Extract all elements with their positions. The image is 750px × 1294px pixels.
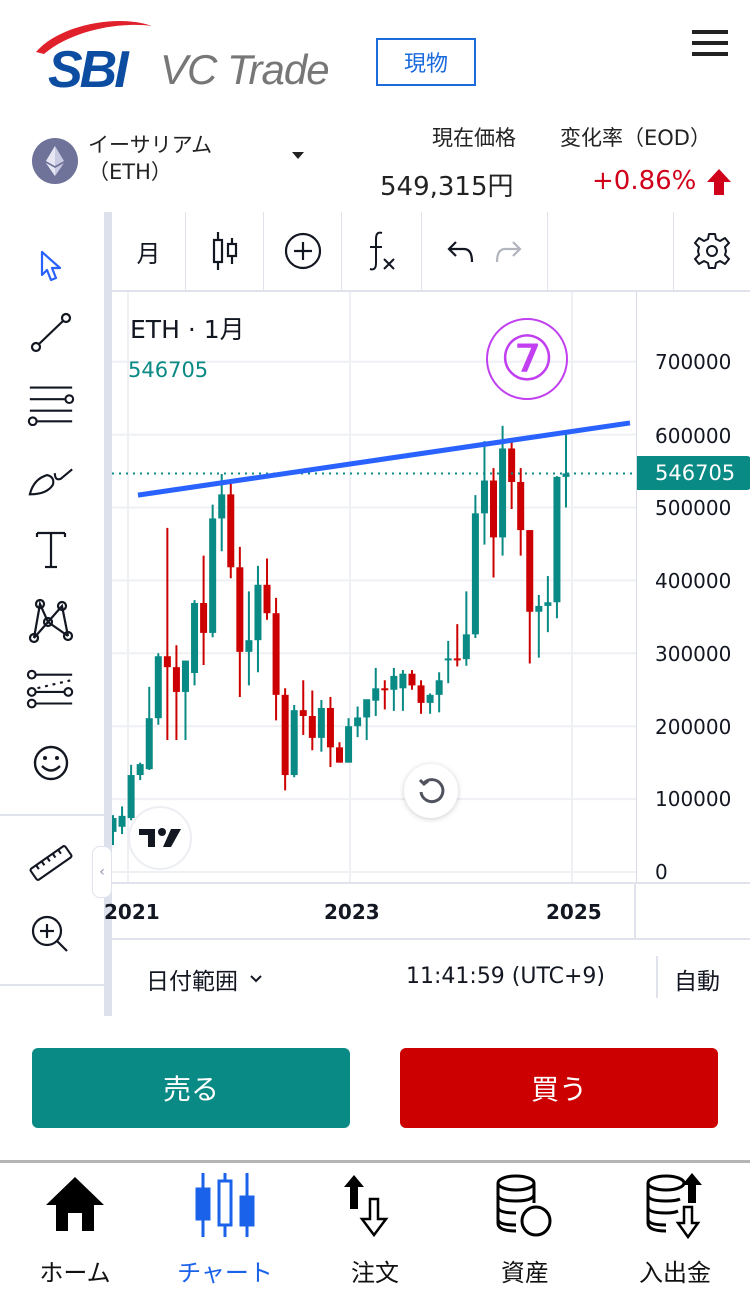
change-rate-label: 変化率（EOD） (560, 126, 711, 150)
deposit-withdraw-icon (646, 1173, 702, 1239)
prediction-icon[interactable] (26, 666, 76, 716)
toolbar-spacer (548, 212, 674, 290)
hamburger-icon[interactable] (692, 30, 728, 56)
app-header: SBI VC Trade 現物 (0, 0, 750, 110)
annotation-circled-seven: ⑦ (486, 318, 568, 400)
assets-icon (496, 1174, 552, 1237)
tradingview-icon (139, 828, 181, 847)
trend-line-icon[interactable] (26, 308, 76, 358)
coin-name: イーサリアム (88, 133, 213, 157)
settings-button[interactable] (674, 212, 750, 290)
logo-vc-text: VC Trade (160, 46, 330, 93)
order-icon (344, 1175, 389, 1238)
emoji-icon[interactable] (26, 738, 76, 788)
y-tick: 400000 (655, 569, 732, 593)
y-tick: 100000 (655, 787, 732, 811)
chart-legend-value: 546705 (128, 358, 209, 382)
nav-home-label: ホーム (39, 1259, 111, 1287)
y-tick: 0 (655, 860, 668, 884)
reset-icon (418, 778, 445, 804)
drawing-toolbar (0, 212, 104, 1016)
last-price-tag: 546705 (637, 456, 750, 490)
chart-legend-title: ETH · 1月 (130, 315, 245, 344)
undo-icon[interactable] (446, 238, 476, 264)
logo-sbi-text: SBI (48, 41, 129, 99)
zoom-in-icon[interactable] (26, 910, 76, 960)
nav-deposit-withdraw[interactable]: 入出金 (600, 1173, 750, 1293)
y-tick: 700000 (655, 350, 732, 374)
fx-icon (369, 231, 395, 271)
y-tick: 500000 (655, 496, 732, 520)
tradingview-logo[interactable] (128, 806, 192, 870)
current-price-value: 549,315円 (380, 172, 514, 202)
buy-button[interactable]: 買う (400, 1048, 718, 1128)
nav-chart-label: チャート (177, 1259, 273, 1287)
chart-icon (195, 1173, 255, 1237)
plus-circle-icon (284, 232, 321, 270)
nav-home[interactable]: ホーム (0, 1173, 150, 1293)
x-tick: 2021 (104, 900, 160, 924)
indicators-button[interactable] (342, 212, 422, 290)
chart-bottom-bar: 日付範囲 11:41:59 (UTC+9) 自動 (112, 940, 750, 1016)
y-tick: 600000 (655, 424, 732, 448)
nav-assets-label: 資産 (501, 1259, 549, 1287)
gear-icon (694, 233, 730, 269)
x-tick: 2025 (546, 900, 602, 924)
logo-swoosh-icon (36, 21, 152, 54)
price-axis[interactable]: 700000 600000 500000 400000 300000 20000… (636, 292, 750, 884)
chevron-left-icon: ‹ (99, 864, 105, 880)
current-price-label: 現在価格 (432, 126, 516, 150)
brush-icon[interactable] (26, 452, 76, 502)
chart-type-button[interactable] (186, 212, 264, 290)
chart-toolbar: 月 (112, 212, 750, 292)
spot-mode-button[interactable]: 現物 (376, 38, 476, 86)
undo-redo-group (422, 212, 548, 290)
candles-icon (212, 232, 237, 270)
y-tick: 300000 (655, 642, 732, 666)
date-range-label: 日付範囲 (146, 969, 238, 995)
ethereum-icon (32, 138, 78, 184)
redo-icon[interactable] (493, 238, 523, 264)
time-axis[interactable]: 2021 2023 2025 (104, 882, 750, 940)
pattern-icon[interactable] (26, 596, 76, 646)
auto-scale-button[interactable]: 自動 (674, 969, 720, 995)
y-tick: 200000 (655, 715, 732, 739)
interval-label: 月 (136, 239, 161, 268)
cursor-icon[interactable] (26, 240, 76, 290)
sbi-vc-trade-logo[interactable]: SBI VC Trade (30, 16, 350, 99)
arrow-up-icon (707, 169, 731, 195)
nav-chart[interactable]: チャート (150, 1173, 300, 1293)
ruler-icon[interactable] (26, 838, 76, 888)
sell-button[interactable]: 売る (32, 1048, 350, 1128)
ticker-bar: イーサリアム （ETH） 現在価格 変化率（EOD） 549,315円 +0.8… (0, 110, 750, 210)
nav-order[interactable]: 注文 (300, 1173, 450, 1293)
caret-down-icon[interactable] (292, 152, 304, 159)
fib-retracement-icon[interactable] (26, 378, 76, 428)
axis-corner-divider (634, 884, 636, 938)
compare-button[interactable] (264, 212, 342, 290)
x-tick: 2023 (324, 900, 380, 924)
bottom-navigation: ホーム チャート 注文 資産 入出金 (0, 1160, 750, 1294)
coin-selector[interactable]: イーサリアム （ETH） (88, 132, 212, 186)
toolbar-divider (0, 984, 104, 986)
collapse-sidebar-button[interactable]: ‹ (92, 846, 112, 898)
sidebar-separator[interactable] (104, 212, 112, 1016)
nav-assets[interactable]: 資産 (450, 1173, 600, 1293)
home-icon (46, 1177, 104, 1231)
chevron-down-icon (250, 975, 262, 983)
bottom-divider (656, 956, 658, 998)
date-range-button[interactable]: 日付範囲 (146, 962, 264, 996)
change-rate-value: +0.86% (592, 166, 697, 196)
clock-timezone[interactable]: 11:41:59 (UTC+9) (406, 964, 606, 989)
coin-symbol: （ETH） (88, 160, 172, 184)
toolbar-divider (0, 814, 104, 816)
text-icon[interactable] (26, 524, 76, 574)
reset-chart-button[interactable] (404, 764, 458, 818)
interval-button[interactable]: 月 (112, 212, 186, 290)
nav-deposit-withdraw-label: 入出金 (639, 1259, 711, 1287)
nav-order-label: 注文 (351, 1259, 399, 1287)
